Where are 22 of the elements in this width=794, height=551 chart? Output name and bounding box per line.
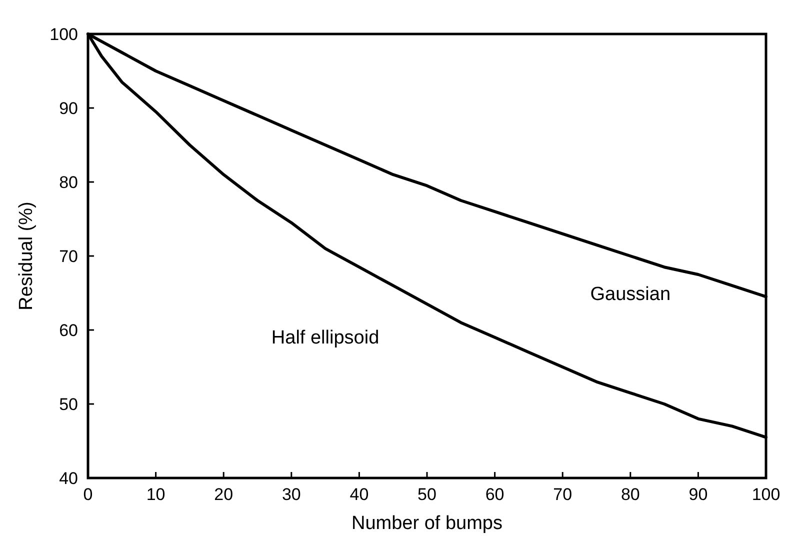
- x-tick-label: 60: [485, 485, 504, 504]
- x-tick-label: 0: [83, 485, 93, 504]
- y-tick-label: 100: [50, 25, 78, 44]
- x-tick-label: 70: [553, 485, 572, 504]
- x-tick-label: 80: [620, 485, 640, 504]
- y-tick-label: 60: [59, 321, 78, 340]
- x-tick-label: 100: [752, 485, 780, 504]
- series-label: Gaussian: [590, 284, 671, 305]
- text: Half ellipsoid: [271, 328, 380, 349]
- x-tick-label: 20: [214, 485, 234, 504]
- y-tick-label: 40: [59, 469, 78, 488]
- x-tick-label: 10: [146, 485, 166, 504]
- x-tick-label: 50: [418, 485, 436, 504]
- x-tick-label: 40: [350, 485, 369, 504]
- x-axis-title: Number of bumps: [351, 513, 503, 534]
- y-tick-label: 50: [59, 395, 78, 414]
- y-axis-title: Residual (%): [16, 202, 37, 310]
- y-tick-label: 90: [59, 99, 78, 118]
- x-tick-label: 30: [282, 485, 301, 504]
- y-tick-label: 80: [59, 173, 78, 192]
- y-tick-label: 70: [59, 247, 78, 266]
- x-tick-label: 90: [688, 485, 708, 504]
